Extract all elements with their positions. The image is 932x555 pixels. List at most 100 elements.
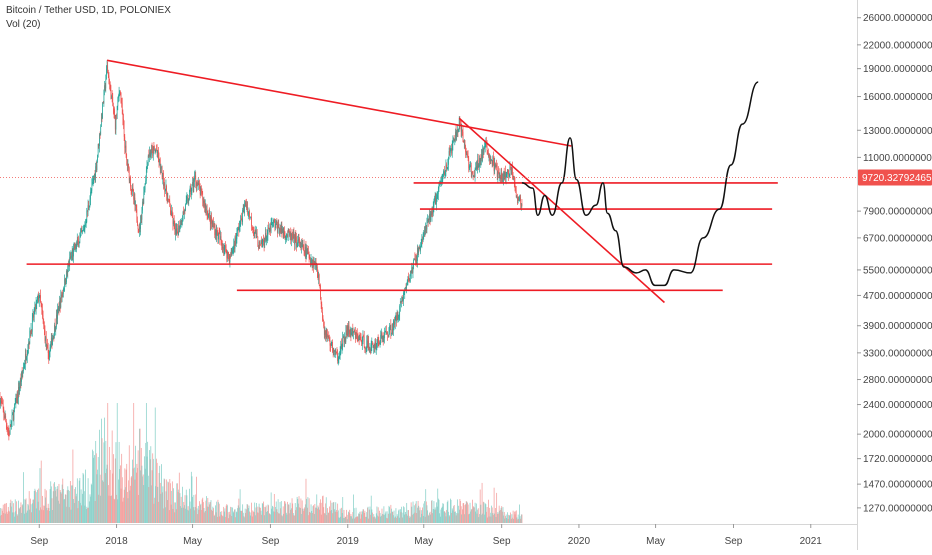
candle-body bbox=[501, 173, 502, 179]
candle-body bbox=[25, 354, 26, 364]
candle-body bbox=[275, 222, 276, 228]
candle-body bbox=[200, 188, 201, 194]
candle-body bbox=[394, 321, 395, 324]
candle-body bbox=[69, 265, 70, 266]
candle-body bbox=[423, 237, 424, 241]
candle-body bbox=[188, 199, 189, 201]
candle-body bbox=[117, 106, 118, 115]
candle-body bbox=[111, 96, 112, 99]
candle-body bbox=[316, 267, 317, 268]
candle-body bbox=[358, 338, 359, 340]
candle-body bbox=[20, 380, 21, 387]
candle-body bbox=[21, 380, 22, 382]
candle-body bbox=[333, 352, 334, 353]
candle-body bbox=[19, 386, 20, 391]
candle-body bbox=[288, 230, 289, 231]
candle-body bbox=[451, 149, 452, 154]
candle-body bbox=[384, 333, 385, 339]
candle-body bbox=[162, 167, 163, 179]
candle-body bbox=[127, 160, 128, 166]
candle-body bbox=[202, 191, 203, 193]
candle-body bbox=[137, 221, 138, 226]
candle-body bbox=[392, 329, 393, 333]
candle-body bbox=[318, 275, 319, 278]
candle-body bbox=[428, 220, 429, 221]
candle-body bbox=[63, 290, 64, 293]
candle-body bbox=[15, 397, 16, 404]
candle-body bbox=[199, 183, 200, 185]
candle-body bbox=[347, 326, 348, 334]
candle-body bbox=[85, 225, 86, 229]
candle-body bbox=[152, 149, 153, 156]
candle-body bbox=[166, 186, 167, 196]
candle-body bbox=[113, 106, 114, 111]
candle-body bbox=[91, 191, 92, 192]
candle-body bbox=[222, 244, 223, 249]
candle-body bbox=[267, 234, 268, 237]
candle-body bbox=[236, 239, 237, 241]
candle-body bbox=[151, 149, 152, 155]
candle-body bbox=[43, 315, 44, 320]
candle-body bbox=[480, 159, 481, 162]
x-tick-label: 2021 bbox=[800, 536, 823, 547]
candle-body bbox=[378, 342, 379, 343]
candle-body bbox=[382, 333, 383, 339]
candle-body bbox=[177, 228, 178, 232]
x-tick-label: Sep bbox=[262, 536, 280, 547]
candle-body bbox=[101, 117, 102, 126]
candle-body bbox=[224, 248, 225, 250]
candle-body bbox=[332, 342, 333, 343]
candle-body bbox=[210, 216, 211, 225]
candle-body bbox=[207, 209, 208, 215]
candle-body bbox=[153, 147, 154, 155]
candle-body bbox=[381, 333, 382, 335]
candle-body bbox=[98, 144, 99, 155]
candle-body bbox=[221, 240, 222, 243]
candle-body bbox=[297, 240, 298, 246]
candle-body bbox=[55, 327, 56, 330]
candle-body bbox=[47, 345, 48, 348]
candle-body bbox=[105, 80, 106, 89]
candle-body bbox=[521, 204, 522, 205]
candle-body bbox=[385, 331, 386, 332]
candle-body bbox=[185, 204, 186, 211]
candle-body bbox=[444, 172, 445, 174]
candle-body bbox=[282, 225, 283, 233]
candle-body bbox=[263, 240, 264, 242]
candle-body bbox=[519, 200, 520, 201]
candle-body bbox=[306, 247, 307, 257]
candle-body bbox=[270, 226, 271, 232]
candle-body bbox=[189, 191, 190, 199]
candle-body bbox=[228, 255, 229, 256]
candle-body bbox=[475, 169, 476, 177]
candle-body bbox=[5, 416, 6, 418]
candle-body bbox=[175, 229, 176, 235]
candle-body bbox=[10, 425, 11, 427]
candle-body bbox=[321, 300, 322, 304]
candle-body bbox=[233, 245, 234, 248]
candle-body bbox=[421, 242, 422, 245]
candle-body bbox=[183, 212, 184, 220]
candle-body bbox=[368, 341, 369, 348]
candle-body bbox=[503, 180, 504, 181]
candle-body bbox=[249, 211, 250, 218]
candle-body bbox=[27, 354, 28, 357]
candle-body bbox=[45, 337, 46, 341]
candle-body bbox=[47, 345, 48, 346]
candle-body bbox=[463, 132, 464, 142]
candle-body bbox=[454, 140, 455, 141]
candle-body bbox=[446, 165, 447, 171]
candle-body bbox=[44, 325, 45, 329]
candle-body bbox=[456, 133, 457, 135]
candle-body bbox=[404, 292, 405, 293]
candle-body bbox=[281, 225, 282, 232]
candle-body bbox=[488, 152, 489, 155]
candle-body bbox=[223, 247, 224, 250]
candle-body bbox=[97, 160, 98, 170]
candle-body bbox=[330, 341, 331, 345]
candle-body bbox=[187, 198, 188, 201]
candle-body bbox=[302, 244, 303, 245]
candle-body bbox=[147, 165, 148, 166]
candle-body bbox=[173, 217, 174, 224]
